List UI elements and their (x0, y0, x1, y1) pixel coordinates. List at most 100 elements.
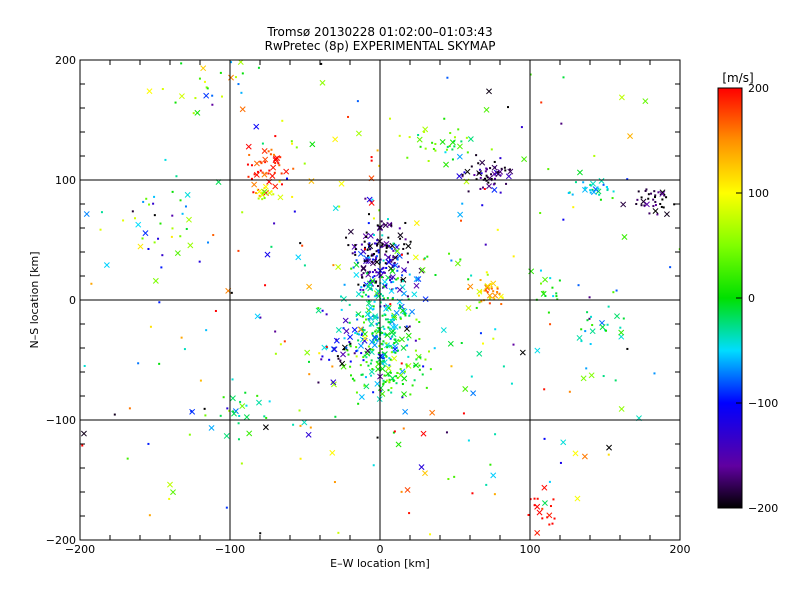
data-point-x (491, 186, 498, 193)
data-point-dot (355, 391, 358, 394)
data-point-dot (384, 380, 387, 383)
data-point-x (534, 529, 541, 536)
data-point-dot (181, 212, 184, 215)
x-tick-label: 0 (377, 543, 384, 556)
data-point-dot (485, 174, 488, 177)
data-point-dot (467, 439, 470, 442)
data-point-dot (364, 197, 367, 200)
data-point-dot (370, 283, 373, 286)
data-point-x (456, 173, 463, 180)
data-point-x (399, 336, 405, 343)
data-point-x (589, 328, 596, 335)
data-point-dot (370, 254, 373, 257)
data-point-dot (222, 396, 225, 399)
data-point-x (256, 188, 263, 195)
data-point-dot (407, 338, 410, 341)
data-point-dot (390, 224, 393, 227)
data-point-dot (390, 387, 393, 390)
data-point-dot (481, 204, 484, 207)
data-point-dot (258, 194, 261, 197)
data-point-dot (643, 204, 646, 207)
data-point-dot (509, 168, 512, 171)
data-point-dot (334, 415, 337, 418)
data-point-dot (549, 323, 552, 326)
data-point-dot (382, 266, 385, 269)
data-point-x (194, 109, 201, 116)
data-point-dot (448, 252, 451, 255)
data-point-dot (387, 321, 390, 324)
data-point-x (388, 287, 395, 294)
data-point-x (174, 250, 181, 257)
data-point-dot (406, 295, 409, 298)
data-point-dot (390, 320, 393, 323)
data-point-dot (580, 340, 583, 343)
data-point-dot (551, 286, 554, 289)
data-point-dot (482, 342, 485, 345)
data-point-x (245, 143, 252, 150)
data-point-x (251, 181, 258, 188)
data-point-dot (520, 126, 523, 129)
data-point-dot (394, 244, 397, 247)
data-point-dot (372, 464, 375, 467)
data-point-x (340, 363, 347, 370)
data-point-dot (480, 300, 483, 303)
data-point-x (353, 261, 360, 268)
data-point-dot (612, 190, 615, 193)
data-point-dot (274, 330, 277, 333)
data-point-dot (385, 284, 388, 287)
data-point-dot (399, 316, 402, 319)
data-point-dot (268, 169, 271, 172)
data-point-dot (238, 414, 241, 417)
data-point-x (389, 268, 396, 274)
data-point-dot (389, 258, 392, 261)
data-point-dot (381, 276, 384, 279)
data-point-dot (606, 323, 609, 326)
data-point-dot (261, 198, 264, 201)
data-point-dot (397, 265, 400, 268)
data-point-dot (137, 362, 140, 365)
data-point-dot (462, 412, 465, 415)
data-point-dot (370, 159, 373, 162)
data-point-dot (605, 329, 608, 332)
data-point-dot (363, 248, 366, 251)
data-point-dot (348, 343, 351, 346)
data-point-dot (376, 149, 379, 152)
data-point-dot (388, 327, 391, 330)
data-point-dot (485, 483, 488, 486)
data-point-dot (230, 291, 233, 294)
data-point-x (577, 169, 583, 176)
data-point-dot (380, 347, 383, 350)
data-point-dot (347, 115, 350, 118)
data-point-dot (392, 379, 395, 382)
data-point-dot (367, 364, 370, 367)
data-point-x (519, 349, 526, 356)
data-point-dot (427, 350, 430, 353)
data-point-dot (367, 222, 370, 225)
data-point-dot (171, 214, 174, 217)
data-point-dot (379, 258, 382, 261)
data-point-dot (402, 247, 405, 250)
data-point-dot (365, 235, 368, 238)
data-point-dot (365, 356, 368, 359)
data-point-dot (259, 316, 262, 319)
data-point-dot (413, 364, 416, 367)
data-point-dot (231, 378, 234, 381)
data-point-dot (157, 237, 160, 240)
data-point-dot (493, 177, 496, 180)
data-point-x (383, 305, 389, 312)
data-point-dot (273, 222, 276, 225)
data-point-dot (373, 341, 376, 344)
data-point-dot (483, 289, 486, 292)
data-point-dot (640, 204, 643, 207)
data-point-x (560, 439, 567, 446)
data-point-x (379, 390, 386, 397)
data-point-x (340, 295, 347, 302)
data-point-dot (461, 202, 464, 205)
data-point-dot (597, 187, 600, 190)
data-point-x (331, 346, 338, 353)
data-point-dot (232, 410, 235, 413)
data-point-dot (368, 245, 371, 248)
data-point-dot (374, 338, 377, 341)
data-point-dot (393, 430, 396, 433)
data-point-dot (372, 217, 375, 220)
